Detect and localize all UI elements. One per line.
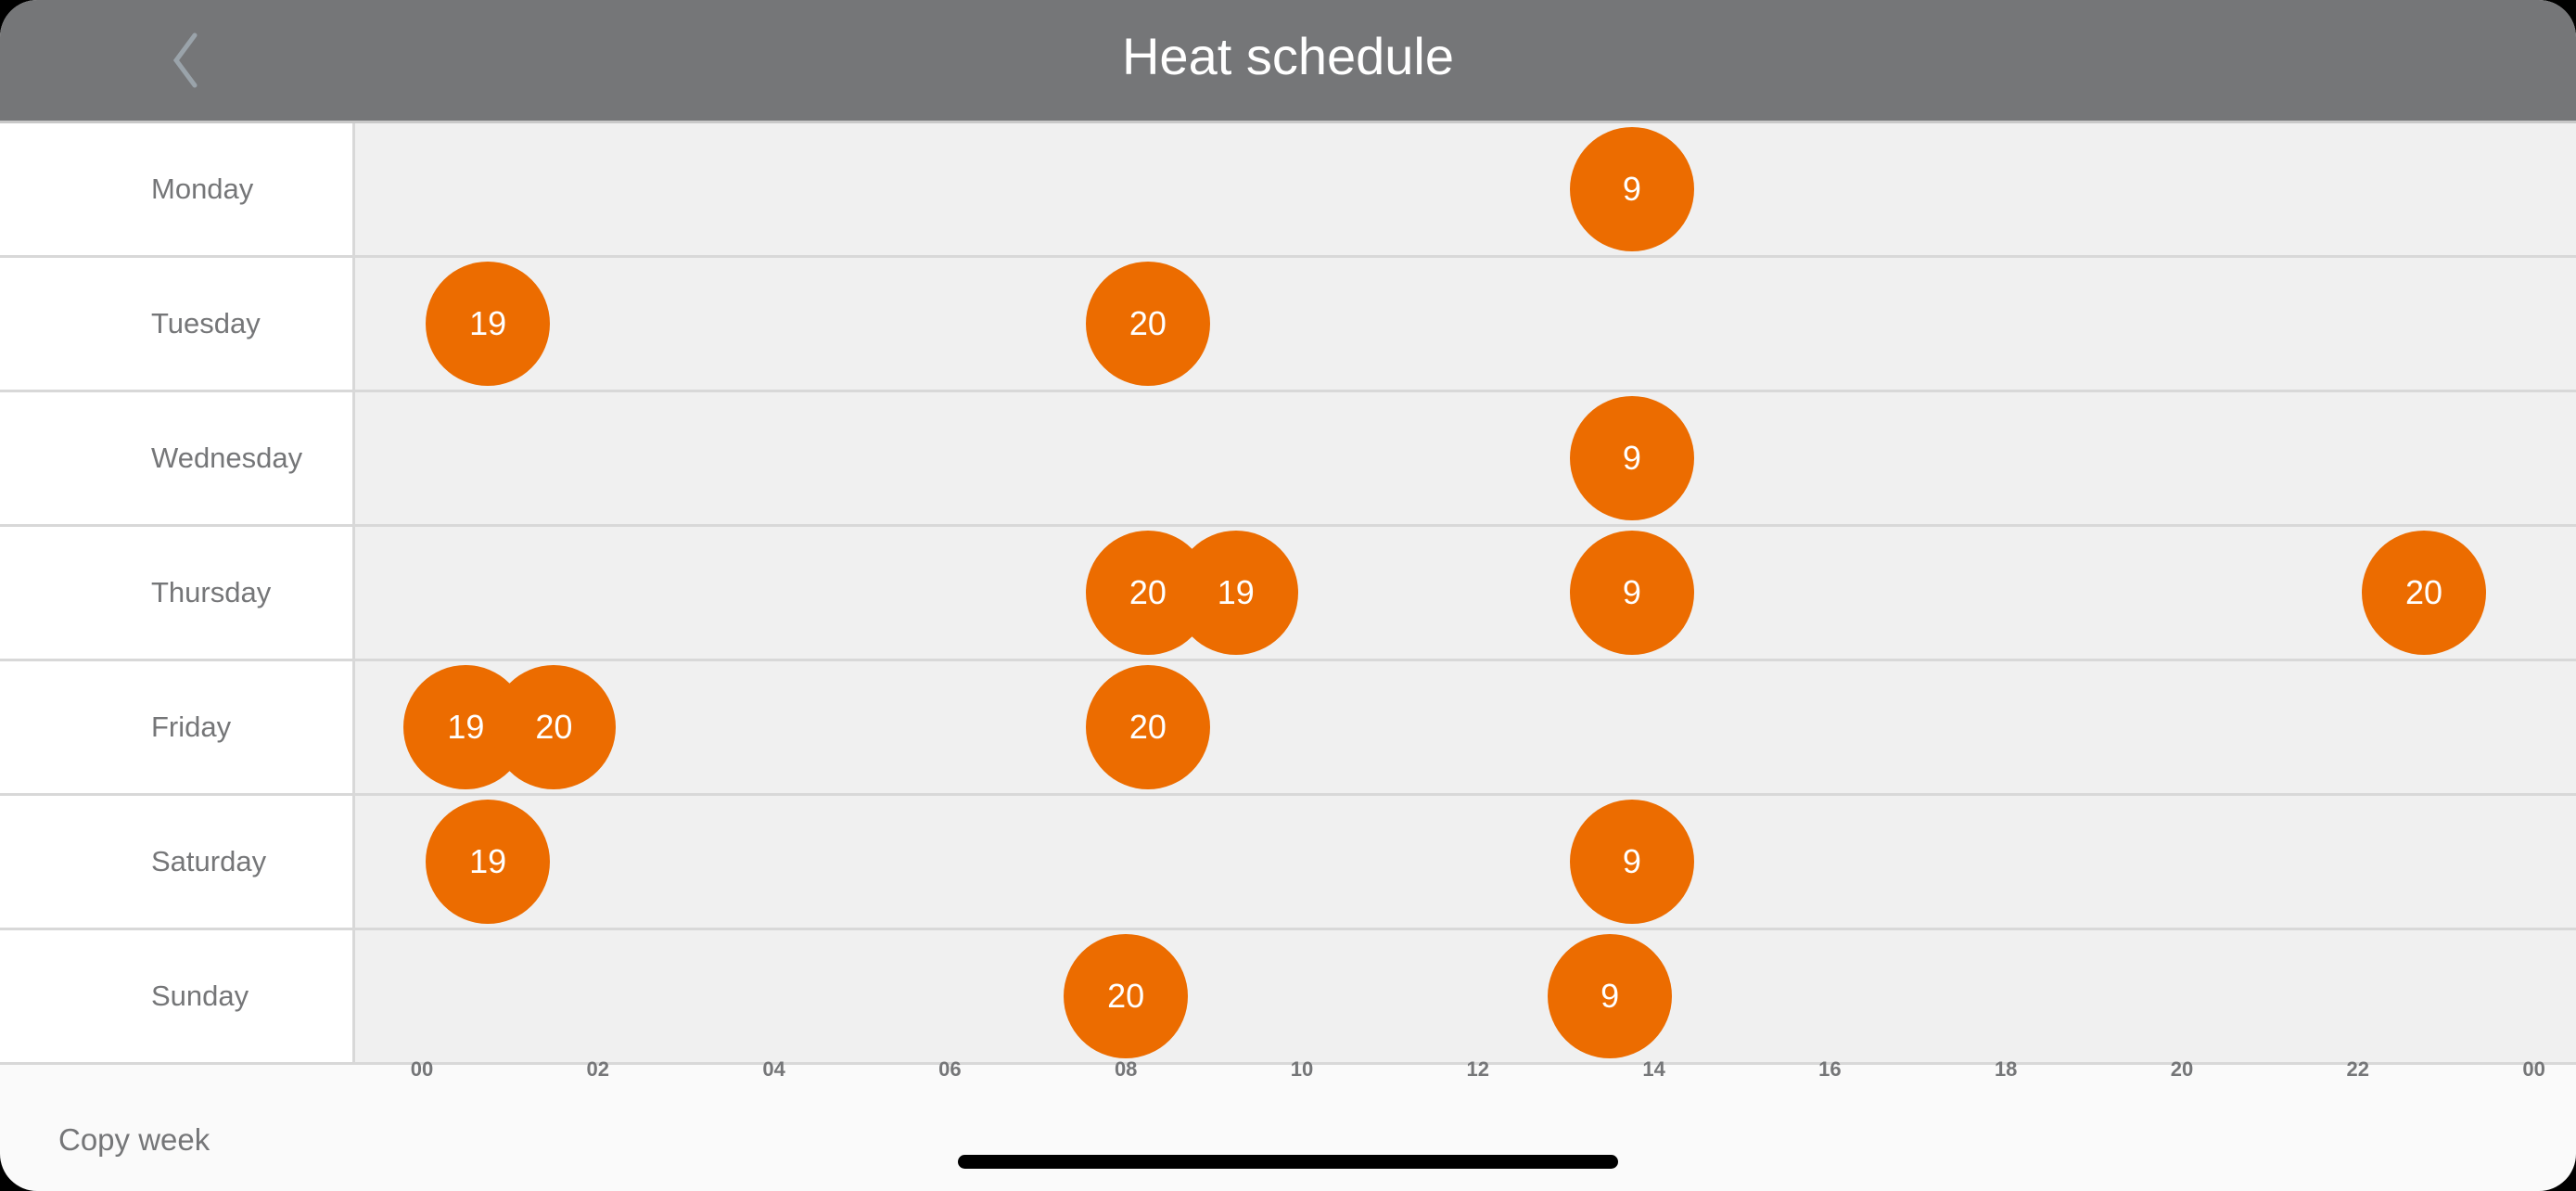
- day-row: Sunday 20 9: [0, 930, 2576, 1065]
- axis-tick-label: 10: [1290, 1057, 1314, 1081]
- axis-tick-label: 14: [1642, 1057, 1665, 1081]
- home-indicator[interactable]: [958, 1155, 1618, 1169]
- setpoint-marker[interactable]: 20: [2361, 531, 2486, 655]
- day-track[interactable]: 19 9: [355, 796, 2576, 928]
- copy-week-button[interactable]: Copy week: [58, 1122, 210, 1157]
- day-track[interactable]: 9: [355, 123, 2576, 255]
- day-row: Saturday 19 9: [0, 796, 2576, 930]
- setpoint-marker[interactable]: 20: [491, 665, 617, 789]
- setpoint-marker[interactable]: 20: [1085, 262, 1210, 386]
- setpoint-marker[interactable]: 9: [1569, 531, 1694, 655]
- schedule-grid: Monday 9 Tuesday 19 20 Wednesday 9 Thursday 20 19…: [0, 123, 2576, 1065]
- setpoint-marker[interactable]: 19: [426, 262, 551, 386]
- day-row: Wednesday 9: [0, 392, 2576, 527]
- day-label: Thursday: [0, 527, 355, 659]
- header: Heat schedule: [0, 0, 2576, 123]
- day-label: Monday: [0, 123, 355, 255]
- setpoint-marker[interactable]: 19: [1173, 531, 1298, 655]
- axis-tick-label: 00: [410, 1057, 434, 1081]
- day-row: Friday 19 20 20: [0, 661, 2576, 796]
- axis-tick-label: 04: [762, 1057, 785, 1081]
- setpoint-marker[interactable]: 19: [426, 800, 551, 924]
- day-row: Thursday 20 19 9 20: [0, 527, 2576, 661]
- day-label: Tuesday: [0, 258, 355, 390]
- setpoint-marker[interactable]: 20: [1085, 665, 1210, 789]
- day-track[interactable]: 9: [355, 392, 2576, 524]
- axis-tick-label: 20: [2170, 1057, 2194, 1081]
- day-track[interactable]: 20 9: [355, 930, 2576, 1062]
- axis-tick-label: 18: [1994, 1057, 2018, 1081]
- setpoint-marker[interactable]: 9: [1548, 934, 1673, 1058]
- axis-tick-label: 02: [586, 1057, 610, 1081]
- setpoint-marker[interactable]: 9: [1569, 396, 1694, 520]
- day-label: Sunday: [0, 930, 355, 1062]
- axis-tick-label: 12: [1466, 1057, 1490, 1081]
- axis-tick-label: 06: [938, 1057, 962, 1081]
- day-label: Saturday: [0, 796, 355, 928]
- day-label: Wednesday: [0, 392, 355, 524]
- day-track[interactable]: 20 19 9 20: [355, 527, 2576, 659]
- day-row: Tuesday 19 20: [0, 258, 2576, 392]
- setpoint-marker[interactable]: 20: [1064, 934, 1189, 1058]
- axis-tick-label: 22: [2346, 1057, 2370, 1081]
- time-axis: 00 02 04 06 08 10 12 14 16 18 20 22 00: [0, 1057, 2576, 1085]
- axis-tick-label: 16: [1818, 1057, 1842, 1081]
- back-button[interactable]: [158, 28, 223, 93]
- axis-tick-label: 08: [1114, 1057, 1138, 1081]
- axis-tick-label: 00: [2522, 1057, 2545, 1081]
- chevron-left-icon: [172, 32, 198, 88]
- setpoint-marker[interactable]: 9: [1569, 800, 1694, 924]
- day-track[interactable]: 19 20: [355, 258, 2576, 390]
- day-track[interactable]: 19 20 20: [355, 661, 2576, 793]
- setpoint-marker[interactable]: 9: [1569, 127, 1694, 251]
- page-title: Heat schedule: [1121, 27, 1454, 85]
- day-row: Monday 9: [0, 123, 2576, 258]
- day-label: Friday: [0, 661, 355, 793]
